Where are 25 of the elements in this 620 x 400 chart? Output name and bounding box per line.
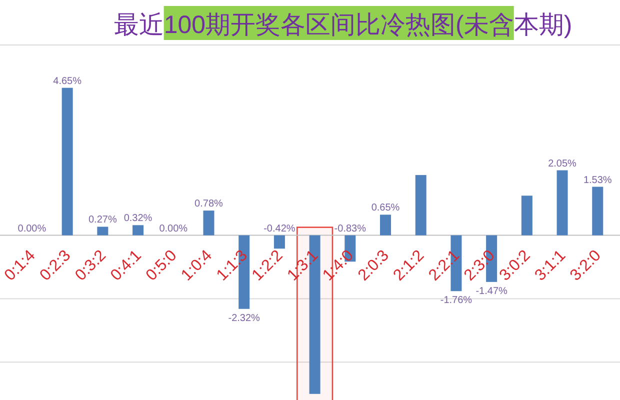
data-label: 2.05% bbox=[548, 158, 577, 170]
data-label: 0.00% bbox=[18, 223, 46, 234]
bar bbox=[203, 210, 214, 236]
bar bbox=[97, 226, 108, 236]
bar bbox=[415, 175, 426, 236]
data-label: -0.42% bbox=[264, 223, 296, 234]
chart-title: 最近100期开奖各区间比冷热图(未含本期) bbox=[114, 11, 572, 39]
data-label: -1.47% bbox=[476, 286, 508, 297]
bar bbox=[592, 186, 604, 236]
data-label: 0.27% bbox=[88, 214, 117, 226]
data-label: -0.83% bbox=[334, 223, 366, 234]
bar bbox=[380, 214, 392, 236]
data-label: 0.65% bbox=[371, 202, 400, 214]
data-label: 4.65% bbox=[53, 76, 82, 87]
bar bbox=[62, 88, 73, 236]
data-label: -1.76% bbox=[440, 295, 472, 306]
data-label: 1.53% bbox=[583, 174, 612, 186]
data-label: 0.32% bbox=[124, 213, 152, 224]
bar bbox=[556, 170, 568, 236]
data-label: 0.78% bbox=[194, 198, 224, 210]
data-label: -2.32% bbox=[228, 312, 260, 324]
bar bbox=[521, 196, 532, 236]
bar bbox=[132, 225, 144, 236]
data-label: 0.00% bbox=[159, 223, 188, 234]
bar bbox=[274, 235, 285, 249]
